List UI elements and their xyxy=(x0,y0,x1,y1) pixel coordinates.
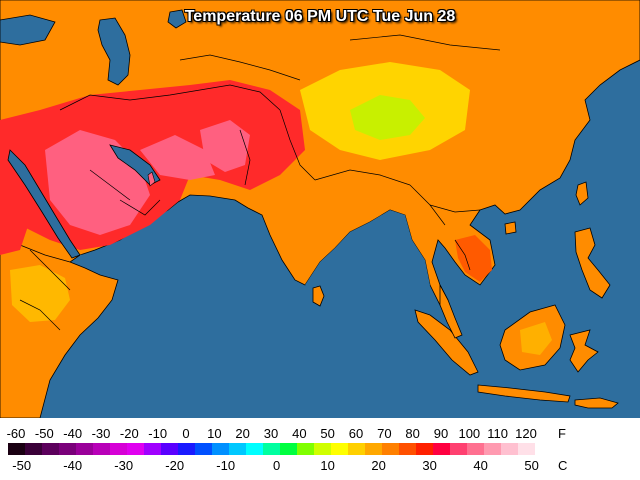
color-scale-cell xyxy=(314,443,331,455)
fahrenheit-tick-label: 100 xyxy=(458,426,481,441)
celsius-tick-label: -20 xyxy=(165,458,185,473)
color-scale-cell xyxy=(8,443,25,455)
sri-lanka xyxy=(312,285,325,307)
temperature-legend: -60 -50 -40 -30 -20 -10 0 10 20 30 40 50 60 70 80 90 100… xyxy=(0,418,640,480)
gulf-of-aden xyxy=(80,250,125,268)
celsius-tick-label: 30 xyxy=(422,458,437,473)
hot-core-iran xyxy=(140,135,215,180)
fahrenheit-tick-label: 30 xyxy=(263,426,279,441)
sulawesi xyxy=(569,329,599,373)
color-scale-cell xyxy=(467,443,484,455)
fahrenheit-tick-label: 20 xyxy=(235,426,250,441)
celsius-tick-label: 10 xyxy=(320,458,335,473)
fahrenheit-tick-label: -10 xyxy=(148,426,168,441)
color-scale-cell xyxy=(501,443,518,455)
color-scale-cell xyxy=(161,443,178,455)
color-scale-cell xyxy=(229,443,246,455)
fahrenheit-tick-label: -50 xyxy=(34,426,54,441)
philippines xyxy=(574,227,611,299)
color-scale-cell xyxy=(399,443,416,455)
color-scale-cell xyxy=(518,443,535,455)
fahrenheit-tick-label: 50 xyxy=(320,426,335,441)
color-scale-cell xyxy=(450,443,467,455)
color-scale-cell xyxy=(416,443,433,455)
color-scale-cell xyxy=(484,443,501,455)
malay-peninsula xyxy=(439,284,463,339)
black-sea xyxy=(0,14,56,46)
fahrenheit-tick-label: 90 xyxy=(433,426,449,441)
fahrenheit-tick-label: 40 xyxy=(292,426,307,441)
celsius-tick-label: -30 xyxy=(114,458,134,473)
fahrenheit-tick-label: -30 xyxy=(91,426,111,441)
plateau-green xyxy=(350,95,425,140)
color-scale-cell xyxy=(263,443,280,455)
fahrenheit-tick-label: 10 xyxy=(207,426,222,441)
fahrenheit-tick-label: 70 xyxy=(377,426,392,441)
celsius-unit-label: C xyxy=(558,458,568,473)
color-scale-cell xyxy=(76,443,93,455)
color-scale-cell xyxy=(59,443,76,455)
color-scale-cell xyxy=(178,443,195,455)
celsius-tick-label: -40 xyxy=(63,458,83,473)
color-scale-cell xyxy=(127,443,144,455)
hot-core-pakistan xyxy=(200,120,250,172)
taiwan xyxy=(575,181,589,206)
fahrenheit-tick-label: -60 xyxy=(6,426,26,441)
color-scale-cell xyxy=(331,443,348,455)
hot-redsea-west xyxy=(0,160,30,255)
fahrenheit-tick-label: 80 xyxy=(405,426,420,441)
horn-africa-warm xyxy=(10,265,70,322)
celsius-tick-label: -10 xyxy=(216,458,236,473)
color-scale-bar xyxy=(8,443,552,455)
celsius-tick-label: 50 xyxy=(524,458,539,473)
lesser-sunda xyxy=(574,397,619,409)
color-scale-cell xyxy=(382,443,399,455)
indochina-hot xyxy=(455,235,492,282)
celsius-tick-label: 20 xyxy=(371,458,386,473)
sumatra xyxy=(414,309,479,376)
fahrenheit-unit-label: F xyxy=(558,426,566,441)
fahrenheit-tick-label: 120 xyxy=(515,426,537,441)
color-scale-cell xyxy=(144,443,161,455)
celsius-tick-label: 0 xyxy=(273,458,281,473)
persian-gulf xyxy=(109,144,161,186)
borneo-warm xyxy=(520,322,552,355)
caspian-sea xyxy=(97,17,131,86)
color-scale-cell xyxy=(535,443,552,455)
aral-sea xyxy=(167,9,187,29)
fahrenheit-tick-label: -40 xyxy=(63,426,83,441)
color-scale-cell xyxy=(246,443,263,455)
color-scale-cell xyxy=(433,443,450,455)
fahrenheit-tick-label: 60 xyxy=(348,426,364,441)
fahrenheit-tick-label: 0 xyxy=(182,426,190,441)
temperature-map xyxy=(0,0,640,418)
hainan xyxy=(504,221,517,235)
java xyxy=(477,384,571,403)
color-scale-cell xyxy=(212,443,229,455)
color-scale-cell xyxy=(280,443,297,455)
color-scale-cell xyxy=(297,443,314,455)
color-scale-cell xyxy=(348,443,365,455)
color-scale-cell xyxy=(195,443,212,455)
fahrenheit-tick-label: 110 xyxy=(487,426,509,441)
color-scale-cell xyxy=(42,443,59,455)
bay-of-bengal xyxy=(305,210,430,300)
fahrenheit-tick-label: -20 xyxy=(119,426,139,441)
celsius-tick-label: 40 xyxy=(473,458,488,473)
color-scale-cell xyxy=(25,443,42,455)
qatar xyxy=(147,171,156,187)
color-scale-cell xyxy=(110,443,127,455)
color-scale-cell xyxy=(365,443,382,455)
celsius-tick-label: -50 xyxy=(12,458,32,473)
red-sea xyxy=(7,149,81,259)
country-borders xyxy=(19,34,501,331)
color-scale-cell xyxy=(93,443,110,455)
map-title: Temperature 06 PM UTC Tue Jun 28 xyxy=(184,8,456,25)
